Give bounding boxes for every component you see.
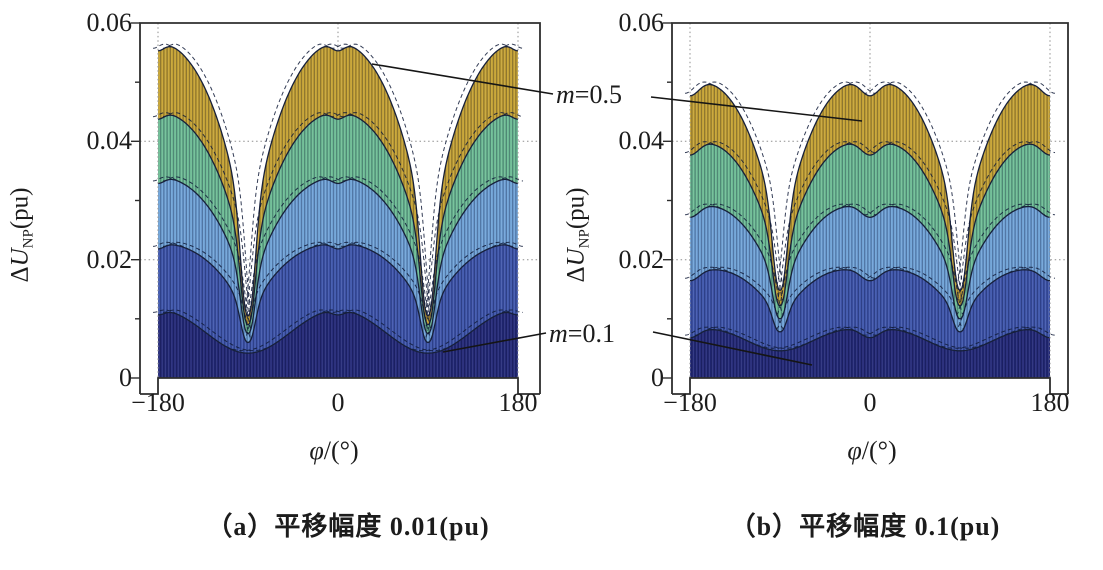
ribbon-back-edge xyxy=(162,241,524,341)
ribbon-texture xyxy=(690,329,1050,378)
ribbon-front-edge xyxy=(157,45,519,317)
y-tick-label: 0.06 xyxy=(618,8,665,37)
caption-a: （a）平移幅度 0.01(pu) xyxy=(206,512,490,541)
degree-unit: /(°) xyxy=(861,436,897,465)
leader-line-m01 xyxy=(652,331,813,366)
m-symbol: m xyxy=(549,319,568,348)
delta-symbol: Δ xyxy=(562,266,590,283)
np-subscript: NP xyxy=(20,229,37,249)
x-axis-title-b: φ/(°) xyxy=(847,436,896,466)
ribbon-front-edge xyxy=(689,143,1051,307)
plot-frame-bottom xyxy=(672,377,1068,395)
ribbon-back-edge xyxy=(694,266,1056,330)
ribbon-back-edge xyxy=(162,43,524,315)
leader-line-m05 xyxy=(650,96,863,122)
x-axis-title-a: φ/(°) xyxy=(309,436,358,466)
x-tick-label: −180 xyxy=(663,388,717,417)
y-tick-label: 0.06 xyxy=(86,8,133,37)
x-tick-label: −180 xyxy=(131,388,185,417)
y-tick-label: 0 xyxy=(651,363,664,392)
charts-group xyxy=(131,22,1069,395)
m-symbol: m xyxy=(556,80,575,109)
degree-unit: /(°) xyxy=(323,436,359,465)
ribbon-back-edge xyxy=(684,141,1046,304)
ribbon-back-edge xyxy=(152,309,514,352)
x-tick-label: 0 xyxy=(863,388,877,417)
pu-unit: (pu) xyxy=(562,187,590,230)
y-axis-title-b: ΔUNP(pu) xyxy=(563,188,594,283)
ribbon-back-edge xyxy=(162,112,524,323)
m-value: =0.5 xyxy=(574,80,622,109)
u-symbol: U xyxy=(6,248,34,267)
ribbon-front-edge xyxy=(689,205,1051,320)
ribbon-front-edge xyxy=(157,178,519,335)
ribbon-texture xyxy=(158,312,518,378)
y-tick-label: 0 xyxy=(119,363,132,392)
delta-symbol: Δ xyxy=(6,266,34,283)
annotation-m-0.5: m=0.5 xyxy=(556,80,622,110)
ribbon-back-edge xyxy=(152,241,514,341)
y-tick-label: 0.02 xyxy=(618,245,665,274)
ribbon-back-edge xyxy=(152,43,514,315)
ribbon-front-edge xyxy=(689,269,1051,333)
y-tick-label: 0.04 xyxy=(86,126,133,155)
y-axis-title-a: ΔUNP(pu) xyxy=(7,188,38,283)
ribbon-front-edge xyxy=(157,114,519,326)
y-tick-label: 0.02 xyxy=(86,245,133,274)
ribbon-back-edge xyxy=(152,112,514,323)
ribbon-back-edge xyxy=(162,176,524,332)
ribbon-front-edge xyxy=(157,311,519,354)
ribbon-front-edge xyxy=(689,83,1051,292)
chart-a xyxy=(131,22,541,395)
plot-frame xyxy=(139,22,541,394)
phi-symbol: φ xyxy=(309,436,324,465)
chart-b xyxy=(663,22,1069,395)
x-tick-label: 180 xyxy=(498,388,538,417)
ribbon-front-edge xyxy=(689,328,1051,352)
u-symbol: U xyxy=(562,248,590,267)
y-tick-label: 0.04 xyxy=(618,126,665,155)
phi-symbol: φ xyxy=(847,436,862,465)
annotation-leader-lines xyxy=(371,63,863,366)
leader-line-m01 xyxy=(442,332,547,353)
ribbon-front-edge xyxy=(157,244,519,344)
x-tick-label: 180 xyxy=(1030,388,1070,417)
plot-frame-bottom xyxy=(140,377,540,395)
plot-frame xyxy=(671,22,1069,394)
m-value: =0.1 xyxy=(567,319,615,348)
x-tick-label: 0 xyxy=(331,388,345,417)
pu-unit: (pu) xyxy=(6,187,34,230)
leader-line-m05 xyxy=(371,63,554,95)
caption-b: （b）平移幅度 0.1(pu) xyxy=(729,512,1001,541)
annotation-m-0.1: m=0.1 xyxy=(549,319,615,349)
